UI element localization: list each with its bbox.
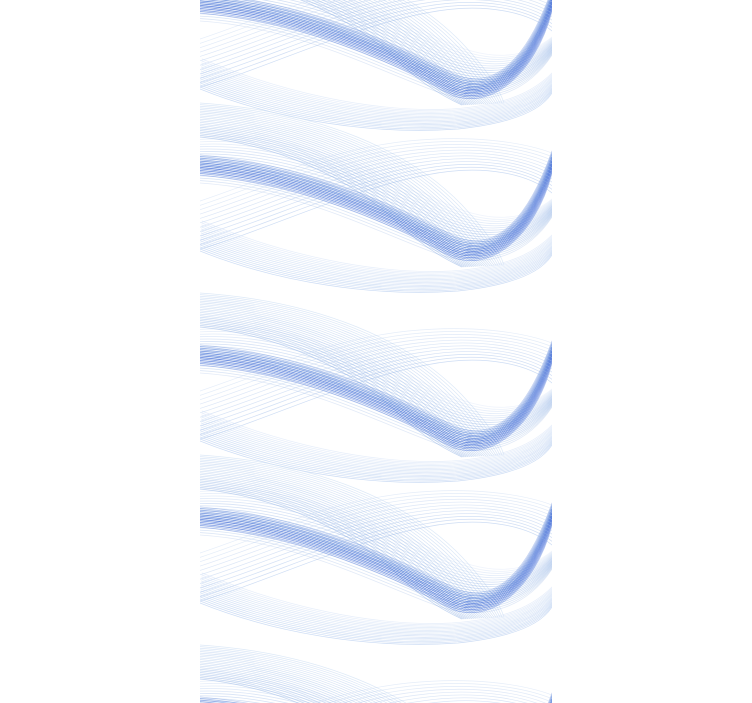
wave-pattern-svg	[200, 0, 552, 703]
wave-band-2	[200, 102, 552, 293]
wave-band-3	[200, 292, 552, 483]
wave-band-5	[200, 644, 552, 703]
wave-band-4	[200, 454, 552, 645]
wave-pattern-strip	[200, 0, 552, 703]
